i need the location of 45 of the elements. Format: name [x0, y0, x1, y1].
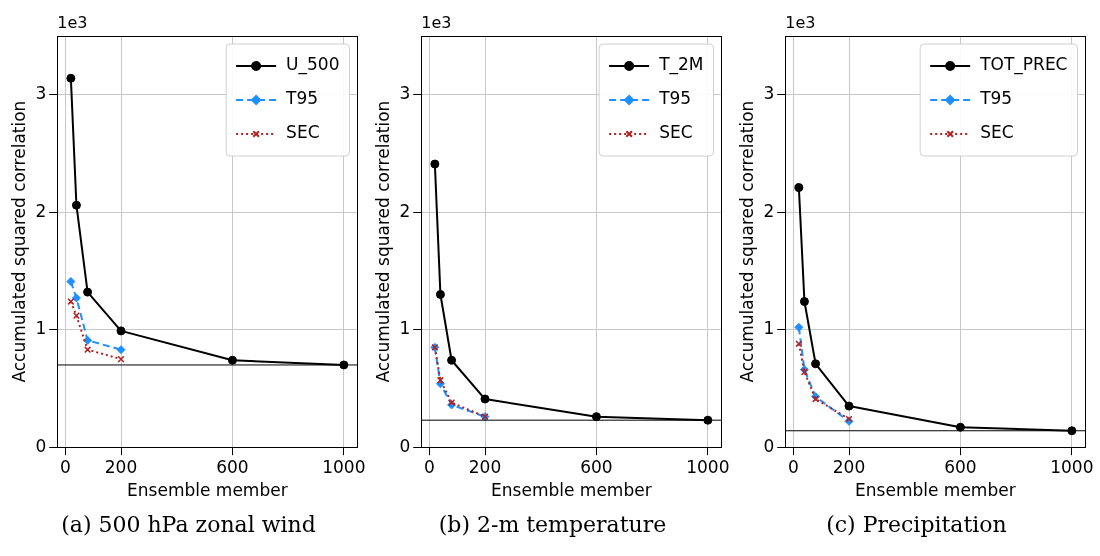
y-tick-label: 0 [399, 435, 411, 456]
legend-label: T95 [285, 88, 319, 109]
y-axis-title: Accumulated squared correlation [372, 100, 393, 383]
text: (b) 2-m temperature [438, 512, 667, 537]
x-tick-label: 1000 [686, 456, 730, 477]
y-tick-label: 0 [763, 435, 775, 456]
y-tick-label: 2 [763, 200, 775, 221]
x-tick-label: 600 [944, 456, 977, 477]
legend-label: SEC [659, 122, 693, 143]
legend-label: T95 [658, 88, 692, 109]
y-tick-label: 0 [35, 435, 47, 456]
text: (a) 500 hPa zonal wind [61, 512, 316, 537]
x-tick-label: 600 [580, 456, 613, 477]
y-tick-label: 1 [399, 318, 411, 339]
legend-label: TOT_PREC [979, 54, 1068, 76]
x-tick-label: 0 [787, 456, 799, 477]
y-tick-label: 2 [35, 200, 47, 221]
y-tick-label: 3 [35, 83, 47, 104]
x-tick-label: 0 [59, 456, 71, 477]
x-tick-label: 200 [832, 456, 866, 477]
y-axis-title: Accumulated squared correlation [8, 100, 29, 383]
y-tick-label: 1 [35, 318, 47, 339]
text: 1e3 [421, 13, 452, 33]
x-tick-label: 600 [216, 456, 249, 477]
y-axis-title: Accumulated squared correlation [736, 100, 757, 383]
legend-label: T_2M [658, 54, 704, 76]
x-tick-label: 1000 [322, 456, 366, 477]
legend-label: SEC [286, 122, 320, 143]
y-tick-label: 2 [399, 200, 411, 221]
legend-label: T95 [979, 88, 1013, 109]
x-tick-label: 0 [423, 456, 435, 477]
x-tick-label: 200 [468, 456, 502, 477]
x-tick-label: 1000 [1050, 456, 1094, 477]
x-tick-label: 200 [104, 456, 138, 477]
text: 1e3 [785, 13, 816, 33]
x-axis-title: Ensemble member [491, 480, 652, 501]
y-tick-label: 3 [763, 83, 775, 104]
legend-label: U_500 [286, 54, 340, 76]
y-tick-label: 3 [399, 83, 411, 104]
text: 1e3 [57, 13, 88, 33]
x-axis-title: Ensemble member [855, 480, 1016, 501]
y-tick-label: 1 [763, 318, 775, 339]
x-axis-title: Ensemble member [127, 480, 288, 501]
legend-label: SEC [980, 122, 1014, 143]
text: (c) Precipitation [826, 512, 1007, 537]
